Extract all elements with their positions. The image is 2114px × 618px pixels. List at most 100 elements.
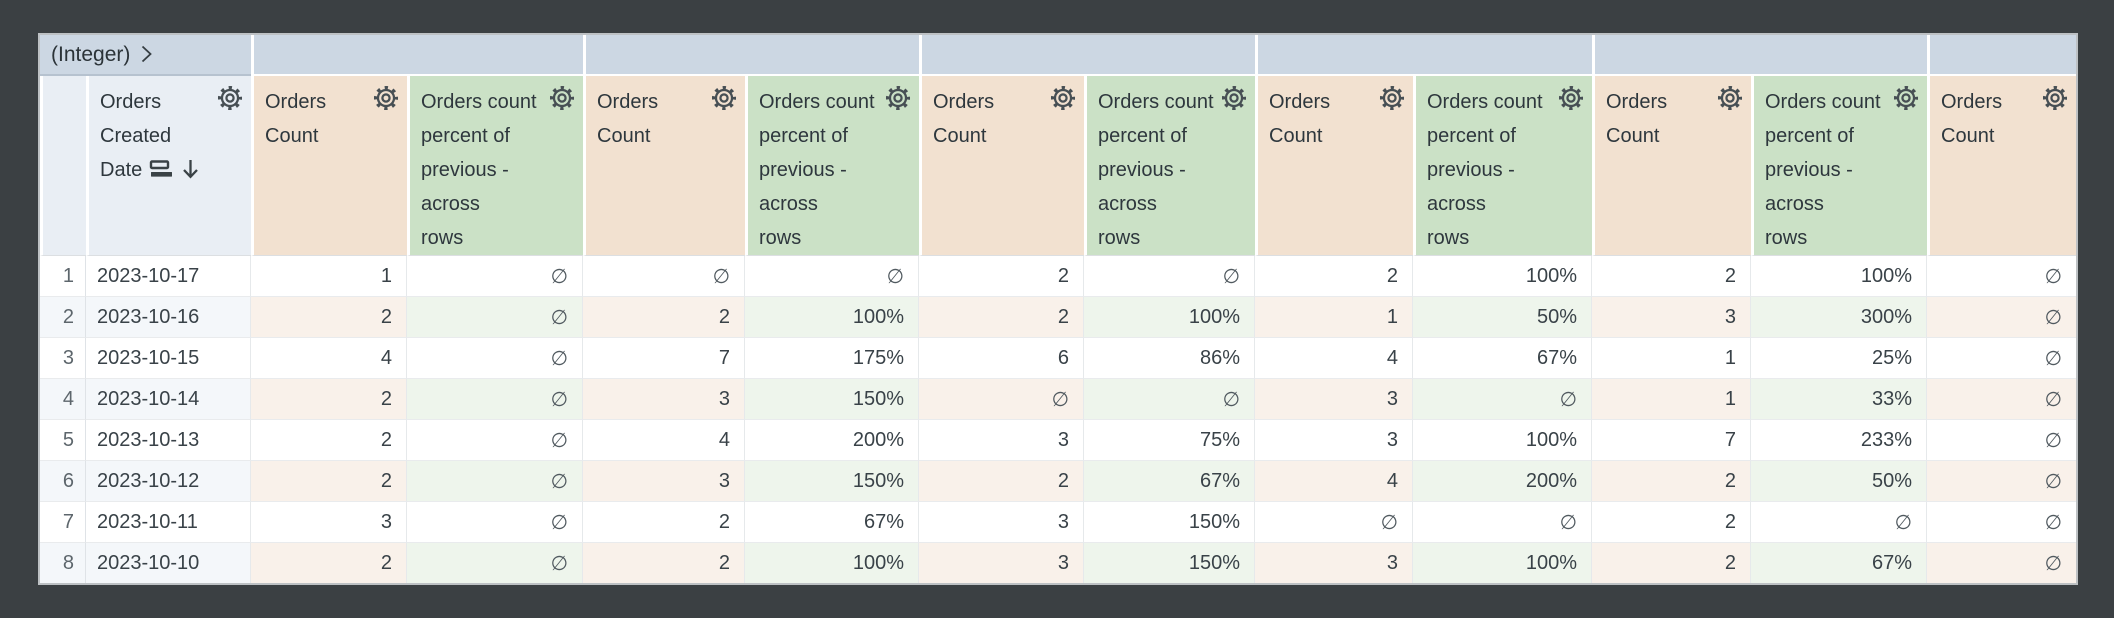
- orders-count-1-cell[interactable]: 3: [251, 502, 407, 543]
- gear-icon[interactable]: [1379, 85, 1405, 111]
- gear-icon[interactable]: [549, 85, 575, 111]
- orders-count-percent-previous-3-cell[interactable]: 75%: [1084, 420, 1255, 461]
- gear-icon[interactable]: [1558, 85, 1584, 111]
- gear-icon[interactable]: [2042, 85, 2068, 111]
- orders-count-3-cell[interactable]: 6: [919, 338, 1084, 379]
- orders-count-5-cell[interactable]: 3: [1592, 297, 1751, 338]
- orders-count-percent-previous-4-cell[interactable]: 200%: [1413, 461, 1592, 502]
- orders-count-4-cell[interactable]: 4: [1255, 338, 1413, 379]
- orders-count-percent-previous-3-cell[interactable]: 150%: [1084, 543, 1255, 583]
- orders-count-percent-previous-4-cell[interactable]: 100%: [1413, 256, 1592, 297]
- column-header-orders-count-percent-of-previous[interactable]: Orders count percent of previous - acros…: [1413, 76, 1592, 256]
- column-header-orders-count[interactable]: Orders Count: [919, 76, 1084, 256]
- orders-count-3-cell[interactable]: 2: [919, 297, 1084, 338]
- orders-created-date-cell[interactable]: 2023-10-15: [86, 338, 251, 379]
- orders-count-percent-previous-3-cell[interactable]: 100%: [1084, 297, 1255, 338]
- gear-icon[interactable]: [1717, 85, 1743, 111]
- orders-count-2-cell[interactable]: 2: [583, 502, 745, 543]
- orders-count-percent-previous-2-cell[interactable]: 67%: [745, 502, 919, 543]
- orders-count-1-cell[interactable]: 4: [251, 338, 407, 379]
- orders-count-5-cell[interactable]: 7: [1592, 420, 1751, 461]
- column-header-orders-count-percent-of-previous[interactable]: Orders count percent of previous - acros…: [1751, 76, 1927, 256]
- gear-icon[interactable]: [711, 85, 737, 111]
- orders-count-1-cell[interactable]: 1: [251, 256, 407, 297]
- orders-count-4-cell[interactable]: 3: [1255, 420, 1413, 461]
- orders-created-date-cell[interactable]: 2023-10-12: [86, 461, 251, 502]
- gear-icon[interactable]: [1050, 85, 1076, 111]
- orders-count-2-cell[interactable]: 3: [583, 379, 745, 420]
- orders-count-1-cell[interactable]: 2: [251, 297, 407, 338]
- gear-icon[interactable]: [373, 85, 399, 111]
- orders-count-2-cell[interactable]: 2: [583, 543, 745, 583]
- orders-count-percent-previous-4-cell[interactable]: 100%: [1413, 543, 1592, 583]
- orders-count-percent-previous-2-cell[interactable]: 100%: [745, 297, 919, 338]
- column-header-orders-count[interactable]: Orders Count: [583, 76, 745, 256]
- column-header-orders-count-percent-of-previous[interactable]: Orders count percent of previous - acros…: [1084, 76, 1255, 256]
- gear-icon[interactable]: [1893, 85, 1919, 111]
- gear-icon[interactable]: [885, 85, 911, 111]
- orders-count-3-cell[interactable]: 3: [919, 420, 1084, 461]
- orders-count-3-cell[interactable]: 3: [919, 502, 1084, 543]
- orders-count-percent-previous-2-cell[interactable]: 100%: [745, 543, 919, 583]
- orders-count-percent-previous-2-cell[interactable]: 150%: [745, 461, 919, 502]
- orders-count-4-cell[interactable]: 1: [1255, 297, 1413, 338]
- column-header-orders-count-percent-of-previous[interactable]: Orders count percent of previous - acros…: [745, 76, 919, 256]
- orders-count-2-cell[interactable]: 2: [583, 297, 745, 338]
- orders-count-percent-previous-5-cell[interactable]: 233%: [1751, 420, 1927, 461]
- orders-count-5-cell[interactable]: 1: [1592, 338, 1751, 379]
- orders-count-percent-previous-4-cell[interactable]: 67%: [1413, 338, 1592, 379]
- orders-count-percent-previous-5-cell[interactable]: 33%: [1751, 379, 1927, 420]
- orders-count-4-cell[interactable]: 3: [1255, 543, 1413, 583]
- column-header-orders-count[interactable]: Orders Count: [1927, 76, 2076, 256]
- orders-count-2-cell[interactable]: 7: [583, 338, 745, 379]
- orders-count-3-cell[interactable]: 2: [919, 461, 1084, 502]
- gear-icon[interactable]: [217, 85, 243, 111]
- orders-count-1-cell[interactable]: 2: [251, 420, 407, 461]
- sort-descending-arrow-icon[interactable]: [181, 158, 200, 180]
- orders-count-percent-previous-5-cell[interactable]: 25%: [1751, 338, 1927, 379]
- orders-count-2-cell[interactable]: 4: [583, 420, 745, 461]
- orders-count-percent-previous-5-cell[interactable]: 300%: [1751, 297, 1927, 338]
- orders-count-percent-previous-5-cell[interactable]: 67%: [1751, 543, 1927, 583]
- orders-count-4-cell[interactable]: 4: [1255, 461, 1413, 502]
- orders-count-1-cell[interactable]: 2: [251, 461, 407, 502]
- orders-count-5-cell[interactable]: 2: [1592, 461, 1751, 502]
- orders-created-date-cell[interactable]: 2023-10-10: [86, 543, 251, 583]
- orders-count-percent-previous-2-cell[interactable]: 150%: [745, 379, 919, 420]
- orders-created-date-cell[interactable]: 2023-10-16: [86, 297, 251, 338]
- orders-created-date-cell[interactable]: 2023-10-11: [86, 502, 251, 543]
- table-row: 2 2023-10-16 2 ∅ 2 100% 2 100% 1 50% 3 300% ∅: [40, 297, 2076, 338]
- orders-count-5-cell[interactable]: 2: [1592, 502, 1751, 543]
- orders-count-percent-previous-3-cell[interactable]: 150%: [1084, 502, 1255, 543]
- orders-created-date-cell[interactable]: 2023-10-17: [86, 256, 251, 297]
- orders-count-percent-previous-5-cell[interactable]: 50%: [1751, 461, 1927, 502]
- orders-count-4-cell[interactable]: 3: [1255, 379, 1413, 420]
- orders-count-percent-previous-2-cell[interactable]: 200%: [745, 420, 919, 461]
- gear-icon[interactable]: [1221, 85, 1247, 111]
- orders-count-percent-previous-5-cell[interactable]: 100%: [1751, 256, 1927, 297]
- orders-count-1-cell[interactable]: 2: [251, 379, 407, 420]
- pivot-field-cell[interactable]: (Integer): [40, 35, 251, 76]
- null-value-cell: ∅: [1084, 256, 1255, 297]
- orders-count-5-cell[interactable]: 2: [1592, 543, 1751, 583]
- orders-count-2-cell[interactable]: 3: [583, 461, 745, 502]
- orders-created-date-cell[interactable]: 2023-10-13: [86, 420, 251, 461]
- column-header-orders-count[interactable]: Orders Count: [1592, 76, 1751, 256]
- orders-count-4-cell[interactable]: 2: [1255, 256, 1413, 297]
- column-header-orders-count-percent-of-previous[interactable]: Orders count percent of previous - acros…: [407, 76, 583, 256]
- column-header-orders-count[interactable]: Orders Count: [1255, 76, 1413, 256]
- orders-count-percent-previous-4-cell[interactable]: 50%: [1413, 297, 1592, 338]
- orders-count-percent-previous-3-cell[interactable]: 67%: [1084, 461, 1255, 502]
- orders-count-percent-previous-3-cell[interactable]: 86%: [1084, 338, 1255, 379]
- orders-count-percent-previous-2-cell[interactable]: 175%: [745, 338, 919, 379]
- orders-count-5-cell[interactable]: 2: [1592, 256, 1751, 297]
- orders-count-3-cell[interactable]: 2: [919, 256, 1084, 297]
- orders-count-3-cell[interactable]: 3: [919, 543, 1084, 583]
- orders-count-1-cell[interactable]: 2: [251, 543, 407, 583]
- orders-created-date-cell[interactable]: 2023-10-14: [86, 379, 251, 420]
- column-header-orders-count[interactable]: Orders Count: [251, 76, 407, 256]
- null-value-cell: ∅: [919, 379, 1084, 420]
- orders-count-percent-previous-4-cell[interactable]: 100%: [1413, 420, 1592, 461]
- orders-count-5-cell[interactable]: 1: [1592, 379, 1751, 420]
- column-header-orders-created-date[interactable]: Orders Created Date: [86, 76, 251, 256]
